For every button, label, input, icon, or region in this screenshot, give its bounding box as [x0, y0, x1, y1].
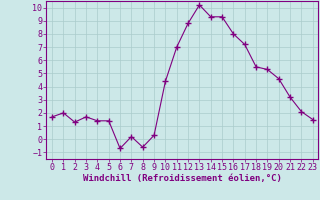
X-axis label: Windchill (Refroidissement éolien,°C): Windchill (Refroidissement éolien,°C): [83, 174, 282, 183]
